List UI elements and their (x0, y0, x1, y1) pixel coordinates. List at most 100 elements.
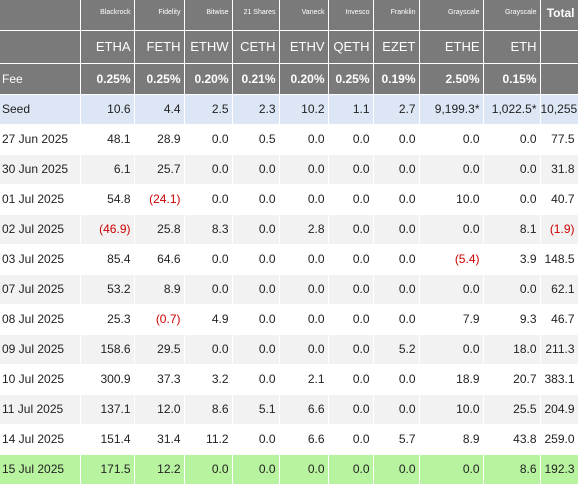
flow-value-cell: 18.9 (419, 364, 484, 395)
flow-value-cell: 0.0 (279, 244, 329, 275)
flow-value-cell: 2.1 (279, 364, 329, 395)
flow-value-cell: 12.2 (134, 454, 185, 485)
table-row: 08 Jul 2025 25.3 (0.7) 4.9 0.0 0.0 0.0 0.0 7.9 9.… (0, 304, 578, 335)
flow-value-cell: 0.0 (419, 124, 484, 155)
ticker-label: ETHW (184, 30, 233, 64)
flow-value-cell: 18.0 (483, 334, 541, 365)
flow-value-cell: (46.9) (80, 214, 135, 245)
row-date: 02 Jul 2025 (0, 214, 81, 245)
row-date: 30 Jun 2025 (0, 154, 81, 185)
flow-value-cell: 0.0 (232, 454, 280, 485)
flow-value-cell: 0.0 (279, 184, 329, 215)
flow-value-cell: 0.0 (373, 304, 420, 335)
flow-value-cell: 0.0 (328, 244, 374, 275)
flow-value-cell: 0.0 (419, 274, 484, 305)
flow-value-cell: 0.0 (328, 274, 374, 305)
corner-cell (0, 30, 81, 64)
row-date: 03 Jul 2025 (0, 244, 81, 275)
flow-value-cell: 10.0 (419, 394, 484, 425)
row-total: 211.3 (540, 334, 578, 365)
flow-value-cell: 300.9 (80, 364, 135, 395)
row-date: 07 Jul 2025 (0, 274, 81, 305)
flow-value-cell: 0.0 (373, 214, 420, 245)
flow-value-cell: 11.2 (184, 424, 233, 455)
row-total: 77.5 (540, 124, 578, 155)
fee-value: 0.25% (134, 63, 185, 95)
table-row: 15 Jul 2025 171.5 12.2 0.0 0.0 0.0 0.0 0.0 0.0 8.… (0, 454, 578, 485)
flow-value-cell: 1.1 (328, 94, 374, 125)
flow-value-cell: 3.2 (184, 364, 233, 395)
flow-value-cell: (5.4) (419, 244, 484, 275)
flow-value-cell: 12.0 (134, 394, 185, 425)
flow-value-cell: 29.5 (134, 334, 185, 365)
fee-value: 0.25% (328, 63, 374, 95)
flow-value-cell: 0.0 (328, 184, 374, 215)
flow-value-cell: 0.0 (328, 424, 374, 455)
flow-value-cell: 2.8 (279, 214, 329, 245)
flow-value-cell: 25.5 (483, 394, 541, 425)
row-date: 08 Jul 2025 (0, 304, 81, 335)
row-total: 192.3 (540, 454, 578, 485)
row-date: 14 Jul 2025 (0, 424, 81, 455)
fee-value: 0.21% (232, 63, 280, 95)
flow-value-cell: 0.0 (328, 454, 374, 485)
row-date: 15 Jul 2025 (0, 454, 81, 485)
flow-value-cell: 0.0 (232, 214, 280, 245)
issuer-label: Grayscale (483, 0, 541, 31)
table-row: 14 Jul 2025 151.4 31.4 11.2 0.0 6.6 0.0 5.7 8.9 4… (0, 424, 578, 455)
flow-value-cell: 0.0 (184, 154, 233, 185)
flow-value-cell: 0.0 (279, 124, 329, 155)
flow-value-cell: (0.7) (134, 304, 185, 335)
issuer-header-row: Blackrock Fidelity Bitwise 21 Shares Van… (0, 0, 578, 31)
issuer-label: Fidelity (134, 0, 185, 31)
issuer-label: Vaneck (279, 0, 329, 31)
flow-value-cell: 0.0 (232, 244, 280, 275)
flow-value-cell: 0.0 (483, 124, 541, 155)
flow-value-cell: 6.6 (279, 424, 329, 455)
flow-value-cell: 20.7 (483, 364, 541, 395)
flow-value-cell: 0.0 (373, 154, 420, 185)
flow-value-cell: 0.0 (373, 244, 420, 275)
flow-value-cell: 0.0 (328, 394, 374, 425)
flow-rows: Seed 10.6 4.4 2.5 2.3 10.2 1.1 2.7 9,199.3* 1,022… (0, 94, 578, 485)
flow-value-cell: 0.0 (279, 154, 329, 185)
flow-value-cell: 25.8 (134, 214, 185, 245)
row-date: 27 Jun 2025 (0, 124, 81, 155)
row-total: 40.7 (540, 184, 578, 215)
flow-value-cell: 0.0 (328, 304, 374, 335)
row-total: (1.9) (540, 214, 578, 245)
flow-value-cell: 0.0 (328, 214, 374, 245)
table-row: 02 Jul 2025 (46.9) 25.8 8.3 0.0 2.8 0.0 0.0 0.0 8… (0, 214, 578, 245)
flow-value-cell: 10.0 (419, 184, 484, 215)
ticker-label: QETH (328, 30, 374, 64)
row-total: 46.7 (540, 304, 578, 335)
flow-value-cell: 0.0 (419, 154, 484, 185)
issuer-label: Franklin (373, 0, 420, 31)
total-header: Total (540, 0, 578, 31)
flow-value-cell: 7.9 (419, 304, 484, 335)
flow-value-cell: 0.0 (373, 274, 420, 305)
flow-value-cell: 9.3 (483, 304, 541, 335)
row-date: Seed (0, 94, 81, 125)
flow-value-cell: 8.3 (184, 214, 233, 245)
table-row: 10 Jul 2025 300.9 37.3 3.2 0.0 2.1 0.0 0.0 18.9 2… (0, 364, 578, 395)
flow-value-cell: 0.0 (279, 454, 329, 485)
row-total: 148.5 (540, 244, 578, 275)
flow-value-cell: 0.0 (184, 334, 233, 365)
fee-value: 0.20% (279, 63, 329, 95)
flow-value-cell: (24.1) (134, 184, 185, 215)
flow-value-cell: 8.6 (483, 454, 541, 485)
corner-cell (0, 0, 81, 31)
flow-value-cell: 0.0 (328, 124, 374, 155)
fee-label: Fee (0, 63, 81, 95)
ticker-label: ETHA (80, 30, 135, 64)
flow-value-cell: 0.0 (483, 184, 541, 215)
ticker-label: CETH (232, 30, 280, 64)
flow-value-cell: 0.0 (373, 364, 420, 395)
flow-value-cell: 0.0 (232, 364, 280, 395)
table-row: 27 Jun 2025 48.1 28.9 0.0 0.5 0.0 0.0 0.0 0.0 0.0… (0, 124, 578, 155)
flow-value-cell: 0.0 (419, 454, 484, 485)
flow-value-cell: 28.9 (134, 124, 185, 155)
row-total: 204.9 (540, 394, 578, 425)
